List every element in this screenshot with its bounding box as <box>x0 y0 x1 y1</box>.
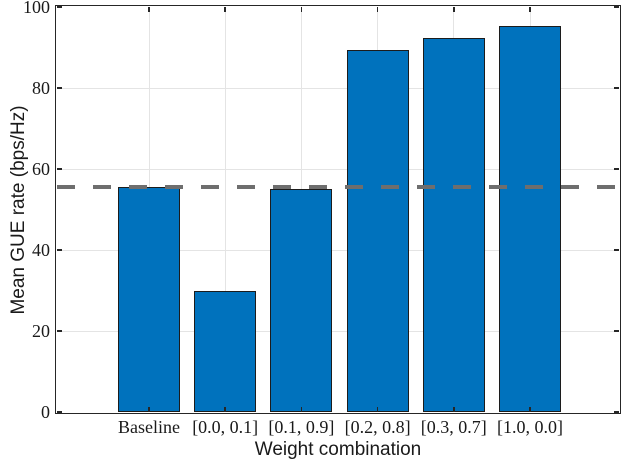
tick-mark <box>452 407 455 412</box>
tick-mark <box>57 87 62 89</box>
tick-mark <box>57 6 62 8</box>
tick-mark <box>529 407 531 412</box>
bar--0.3-0.7- <box>422 37 485 412</box>
tick-mark <box>300 407 303 412</box>
tick-mark <box>57 168 62 170</box>
baseline-reference-dashed-line <box>57 184 619 189</box>
tick-mark <box>614 330 619 332</box>
tick-mark <box>148 407 150 412</box>
tick-mark <box>376 7 379 12</box>
tick-mark <box>57 411 62 413</box>
tick-mark <box>224 407 227 412</box>
bar--0.0-0.1- <box>194 291 257 412</box>
x-tick-label: [1.0, 0.0] <box>497 417 563 437</box>
gridline <box>57 168 619 170</box>
y-tick-label: 20 <box>32 321 50 341</box>
tick-mark <box>376 407 379 412</box>
x-tick-label: [0.0, 0.1] <box>192 417 259 437</box>
y-axis-label: Mean GUE rate (bps/Hz) <box>8 104 29 315</box>
x-tick-label: [0.2, 0.8] <box>344 417 411 437</box>
y-tick-label: 40 <box>32 240 50 260</box>
gridline <box>57 249 619 251</box>
tick-mark <box>529 7 531 12</box>
tick-mark <box>614 87 619 89</box>
x-tick-label: Baseline <box>118 417 180 437</box>
tick-mark <box>300 7 303 12</box>
y-tick-label: 80 <box>32 78 50 98</box>
gridline <box>57 87 619 89</box>
tick-mark <box>57 249 62 251</box>
x-tick-label: [0.3, 0.7] <box>420 417 487 437</box>
bar--0.2-0.8- <box>346 50 409 412</box>
gridline <box>57 330 619 332</box>
tick-mark <box>614 249 619 251</box>
tick-mark <box>57 330 62 332</box>
y-tick-label: 0 <box>41 402 50 422</box>
tick-mark <box>452 7 455 12</box>
bar--0.1-0.9- <box>270 189 333 412</box>
gridline <box>224 7 226 412</box>
x-axis-label: Weight combination <box>254 439 422 460</box>
x-tick-label: [0.1, 0.9] <box>268 417 335 437</box>
bar--1.0-0.0- <box>499 25 561 412</box>
tick-mark <box>148 7 150 12</box>
tick-mark <box>614 168 619 170</box>
bar-baseline <box>118 187 180 412</box>
y-tick-label: 60 <box>32 159 50 179</box>
y-tick-label: 100 <box>23 0 50 17</box>
tick-mark <box>614 411 619 413</box>
tick-mark <box>224 7 227 12</box>
tick-mark <box>614 6 619 8</box>
